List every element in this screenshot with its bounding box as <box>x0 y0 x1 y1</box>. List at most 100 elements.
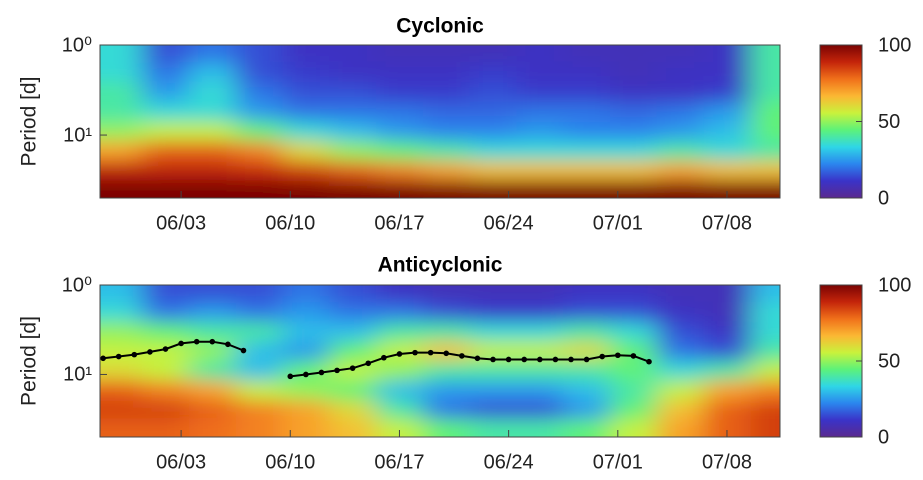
heatmap-cell <box>610 285 658 303</box>
heatmap-cell <box>100 400 143 420</box>
heatmap-cell <box>516 121 564 142</box>
heatmap-cell <box>142 302 190 323</box>
heatmap-cell <box>516 285 564 303</box>
heatmap-cell <box>750 285 780 303</box>
heatmap-cell <box>563 380 611 401</box>
heatmap-cell <box>703 121 751 142</box>
x-tick-label: 06/10 <box>265 451 315 473</box>
heatmap-cell <box>142 45 190 63</box>
heatmap-cell <box>469 380 517 401</box>
heatmap-cell <box>235 81 283 103</box>
heatmap-cell <box>235 400 283 420</box>
heatmap-cell <box>100 101 143 122</box>
heatmap-cell <box>235 62 283 83</box>
chart-title: Anticyclonic <box>378 254 503 277</box>
heatmap-cell <box>750 121 780 142</box>
heatmap-cell <box>656 285 705 303</box>
heatmap-cell <box>656 121 705 142</box>
heatmap-cell <box>188 160 237 181</box>
heatmap-cell <box>563 321 611 342</box>
x-tick-label: 07/01 <box>593 212 643 234</box>
heatmap-cell <box>235 360 283 381</box>
heatmap-cell <box>100 302 143 323</box>
heatmap-cell <box>563 140 611 162</box>
heatmap-cell <box>282 121 330 142</box>
heatmap-cell <box>235 321 283 342</box>
colorbar-tick-label: 100 <box>878 34 911 56</box>
heatmap-cell <box>469 285 517 303</box>
heatmap-cell <box>235 341 283 362</box>
heatmap-cell <box>376 380 424 401</box>
heatmap-cell <box>282 341 330 362</box>
x-tick-label: 07/08 <box>702 451 752 473</box>
heatmap-cell <box>563 160 611 181</box>
heatmap-cell <box>469 160 517 181</box>
heatmap-cell <box>188 285 237 303</box>
ridge-point <box>162 346 169 352</box>
heatmap-cell <box>469 321 517 342</box>
heatmap-cell <box>750 180 780 198</box>
heatmap-cell <box>422 121 471 142</box>
heatmap-cell <box>469 62 517 83</box>
heatmap-cell <box>469 400 517 420</box>
heatmap-cell <box>703 302 751 323</box>
heatmap-cell <box>282 45 330 63</box>
y-axis-label: Period [d] <box>18 77 41 167</box>
heatmap-cell <box>750 419 780 437</box>
axes-frame <box>99 44 781 199</box>
heatmap-cell <box>750 321 780 342</box>
heatmap-cell <box>750 81 780 103</box>
ridge-point <box>147 349 153 355</box>
ridge-point <box>505 356 512 363</box>
heatmap-cell <box>469 121 517 142</box>
x-tick-label: 06/17 <box>374 451 424 473</box>
heatmap-cell <box>329 341 377 362</box>
heatmap-cell <box>656 360 705 381</box>
heatmap-cell <box>376 321 424 342</box>
heatmap-cell <box>516 180 564 198</box>
heatmap-cell <box>422 321 471 342</box>
heatmap-cell <box>656 341 705 362</box>
heatmap-cell <box>422 380 471 401</box>
heatmap-cell <box>703 160 751 181</box>
heatmap-cell <box>376 101 424 122</box>
heatmap-cell <box>100 321 143 342</box>
x-tick-label: 06/17 <box>374 212 424 234</box>
heatmap-cell <box>422 180 471 198</box>
heatmap-cell <box>750 101 780 122</box>
heatmap-cell <box>100 180 143 198</box>
heatmap-cell <box>376 360 424 381</box>
heatmap-cell <box>563 360 611 381</box>
heatmap-cell <box>188 45 237 63</box>
heatmap-cell <box>656 321 705 342</box>
heatmap-cell <box>376 45 424 63</box>
heatmap-cell <box>422 45 471 63</box>
heatmap-cell <box>142 101 190 122</box>
heatmap-cell <box>422 302 471 323</box>
ridge-point <box>459 353 465 359</box>
heatmap-cell <box>235 140 283 162</box>
heatmap-cell <box>750 62 780 83</box>
heatmap-cell <box>100 62 143 83</box>
ridge-point <box>349 365 356 371</box>
heatmap-cell <box>469 101 517 122</box>
heatmap-cell <box>610 380 658 401</box>
colorbar-tick-label: 100 <box>878 274 911 296</box>
heatmap-cell <box>703 45 751 63</box>
heatmap-cell <box>235 380 283 401</box>
heatmap-cell <box>750 160 780 181</box>
ridge-point <box>583 356 590 363</box>
x-tick-label: 06/03 <box>156 451 206 473</box>
heatmap-cell <box>469 180 517 198</box>
heatmap-cell <box>188 360 237 381</box>
x-tick-label: 06/24 <box>484 451 534 473</box>
heatmap-cell <box>703 285 751 303</box>
plot-area <box>100 285 780 437</box>
ridge-point <box>115 353 122 360</box>
heatmap-cell <box>142 62 190 83</box>
heatmap-cell <box>235 419 283 437</box>
heatmap-cell <box>516 101 564 122</box>
heatmap-cell <box>142 180 190 198</box>
heatmap-cell <box>703 180 751 198</box>
ridge-point <box>365 360 372 367</box>
